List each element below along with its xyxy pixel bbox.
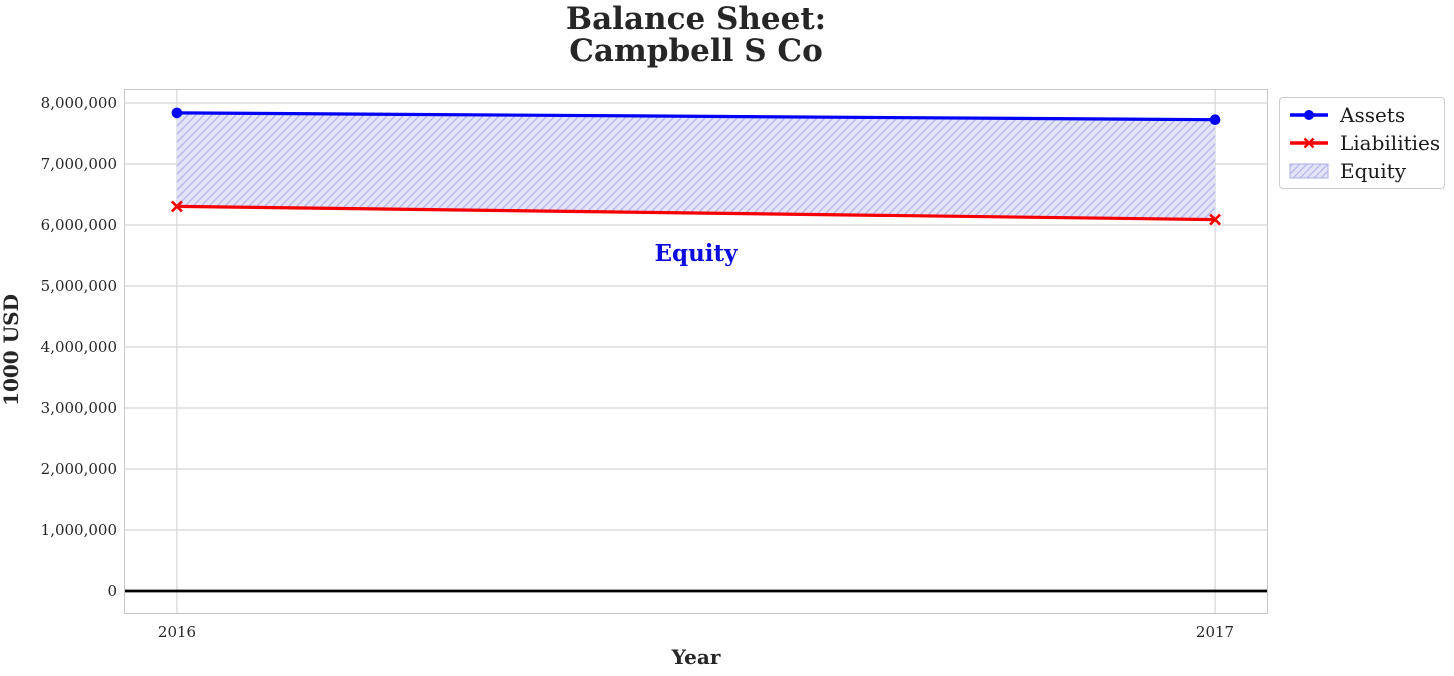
legend-label-liabilities: Liabilities	[1340, 131, 1441, 155]
chart-title-line2: Campbell S Co	[569, 33, 823, 69]
y-tick-label: 3,000,000	[40, 399, 117, 417]
y-tick-label: 4,000,000	[40, 338, 117, 356]
legend-label-assets: Assets	[1340, 103, 1406, 127]
y-tick-label: 7,000,000	[40, 155, 117, 173]
y-tick-label: 2,000,000	[40, 460, 117, 478]
assets-line-swatch	[1289, 105, 1329, 125]
x-tick-label: 2016	[157, 623, 197, 641]
plot-canvas	[125, 90, 1267, 613]
assets-line	[171, 107, 1221, 125]
x-tick-label: 2017	[1195, 623, 1235, 641]
legend: Assets Liabilities Equity	[1279, 97, 1445, 189]
legend-label-equity: Equity	[1340, 159, 1407, 183]
equity-fill-area	[176, 112, 1216, 220]
liabilities-line-swatch	[1289, 133, 1329, 153]
liabilities-line	[170, 200, 1222, 226]
equity-hatch-swatch	[1289, 161, 1329, 181]
y-axis-label: 1000 USD	[0, 294, 23, 406]
y-tick-label: 5,000,000	[40, 277, 117, 295]
y-tick-label: 8,000,000	[40, 94, 117, 112]
equity-area-annotation: Equity	[654, 240, 738, 267]
chart-title-line1: Balance Sheet:	[565, 1, 827, 37]
legend-item-equity: Equity	[1289, 157, 1435, 185]
chart-title: Balance Sheet: Campbell S Co	[125, 3, 1267, 67]
plot-area: Equity	[124, 89, 1268, 614]
legend-item-liabilities: Liabilities	[1289, 129, 1440, 157]
y-tick-label: 6,000,000	[40, 216, 117, 234]
x-axis-label: Year	[671, 645, 721, 669]
y-tick-label: 1,000,000	[40, 521, 117, 539]
y-tick-label: 0	[107, 582, 117, 600]
legend-item-assets: Assets	[1289, 101, 1435, 129]
